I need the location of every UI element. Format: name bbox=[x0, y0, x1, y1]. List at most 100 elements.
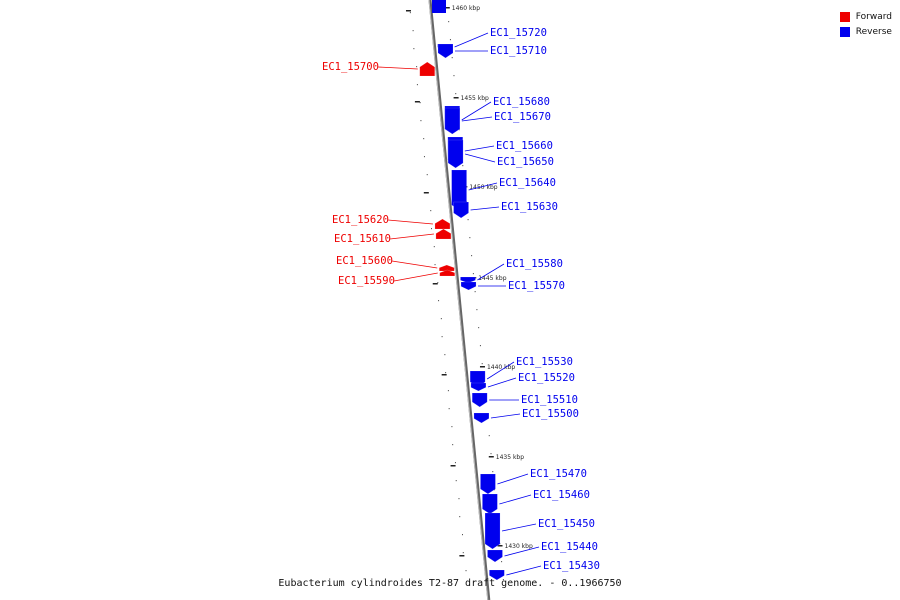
gene-leader-line bbox=[468, 182, 498, 191]
gene-label[interactable]: EC1_15590 bbox=[338, 275, 395, 287]
gene-EC1_15650[interactable]: EC1_15650 bbox=[447, 139, 554, 169]
guide-dot bbox=[455, 480, 457, 482]
gene-EC1_15640[interactable]: EC1_15640 bbox=[451, 169, 556, 211]
gene-arrow[interactable] bbox=[470, 383, 486, 391]
gene-label[interactable]: EC1_15720 bbox=[490, 27, 547, 39]
gene-EC1_15610[interactable]: EC1_15610 bbox=[334, 228, 452, 245]
gene-EC1_15590[interactable]: EC1_15590 bbox=[338, 269, 456, 287]
gene-label[interactable]: EC1_15700 bbox=[322, 61, 379, 73]
gene-arrow-edge bbox=[438, 264, 455, 272]
gene-EC1_15520[interactable]: EC1_15520 bbox=[470, 372, 575, 392]
strand-legend: Forward Reverse bbox=[839, 9, 892, 39]
gene-label[interactable]: EC1_15620 bbox=[332, 214, 389, 226]
gene-label[interactable]: EC1_15580 bbox=[506, 258, 563, 270]
guide-dot bbox=[465, 570, 467, 572]
gene-label[interactable]: EC1_15500 bbox=[522, 408, 579, 420]
gene-EC1_15670[interactable]: EC1_15670 bbox=[444, 107, 551, 135]
gene-arrow[interactable] bbox=[435, 229, 451, 239]
gene-EC1_15440[interactable]: EC1_15440 bbox=[487, 541, 598, 563]
gene-EC1_15600[interactable]: EC1_15600 bbox=[336, 255, 455, 272]
gene-features: EC1_15720 EC1_15710 EC1_15700 EC1_15680 EC1_… bbox=[322, 27, 600, 581]
guide-dot bbox=[492, 471, 494, 473]
gene-arrow[interactable] bbox=[480, 474, 496, 494]
gene-label[interactable]: EC1_15670 bbox=[494, 111, 551, 123]
gene-label[interactable]: EC1_15450 bbox=[538, 518, 595, 530]
gene-arrow[interactable] bbox=[472, 393, 488, 407]
kbp-tick bbox=[488, 456, 494, 458]
guide-dot bbox=[423, 156, 425, 158]
gene-leader-line bbox=[477, 263, 505, 281]
gene-label[interactable]: EC1_15710 bbox=[490, 45, 547, 57]
gene-label[interactable]: EC1_15440 bbox=[541, 541, 598, 553]
guide-dot bbox=[461, 534, 463, 536]
gene-EC1_15570[interactable]: EC1_15570 bbox=[460, 280, 565, 292]
gene-EC1_15630[interactable]: EC1_15630 bbox=[453, 201, 558, 219]
gene-leader-line bbox=[387, 219, 433, 225]
gene-arrow[interactable] bbox=[444, 108, 460, 134]
gene-arrow-edge bbox=[447, 139, 464, 169]
guide-dot bbox=[416, 84, 418, 86]
guide-dot bbox=[455, 93, 457, 95]
gene-EC1_15510[interactable]: EC1_15510 bbox=[471, 392, 578, 408]
gene-label[interactable]: EC1_15650 bbox=[497, 156, 554, 168]
kbp-label: 1430 kbp bbox=[505, 543, 533, 550]
gene-arrow[interactable] bbox=[439, 265, 455, 271]
gene-label[interactable]: EC1_15660 bbox=[496, 140, 553, 152]
gene-arrow[interactable] bbox=[439, 270, 455, 276]
gene-EC1_15620[interactable]: EC1_15620 bbox=[332, 214, 451, 230]
gene-label[interactable]: EC1_15520 bbox=[518, 372, 575, 384]
gene-label[interactable]: EC1_15640 bbox=[499, 177, 556, 189]
gene-arrow[interactable] bbox=[437, 44, 453, 58]
guide-dot bbox=[412, 30, 414, 32]
guide-dot bbox=[433, 246, 435, 248]
gene-arrow[interactable] bbox=[489, 570, 505, 580]
guide-dot bbox=[458, 498, 460, 500]
legend-label-forward: Forward bbox=[855, 11, 892, 22]
gene-label[interactable]: EC1_15610 bbox=[334, 233, 391, 245]
gene-EC1_15580[interactable]: EC1_15580 bbox=[460, 258, 563, 284]
gene-arrow[interactable] bbox=[487, 550, 503, 562]
gene-EC1_15460[interactable]: EC1_15460 bbox=[482, 489, 590, 515]
gene-arrow[interactable] bbox=[461, 282, 477, 290]
gene-label[interactable]: EC1_15680 bbox=[493, 96, 550, 108]
gene-EC1_15450[interactable]: EC1_15450 bbox=[484, 512, 595, 550]
gene-label[interactable]: EC1_15430 bbox=[543, 560, 600, 572]
reverse-swatch bbox=[839, 26, 850, 37]
gene-leader-line bbox=[501, 523, 537, 532]
gene-label[interactable]: EC1_15510 bbox=[521, 394, 578, 406]
gene-arrow-edge bbox=[482, 493, 498, 515]
guide-dot bbox=[413, 48, 415, 50]
gene-leader-line bbox=[464, 145, 495, 152]
gene-label[interactable]: EC1_15600 bbox=[336, 255, 393, 267]
gene-arrow[interactable] bbox=[434, 219, 450, 229]
guide-dot bbox=[490, 453, 492, 455]
guide-dot bbox=[431, 228, 433, 230]
gene-EC1_15700[interactable]: EC1_15700 bbox=[322, 61, 436, 77]
gene-EC1_15710[interactable]: EC1_15710 bbox=[437, 43, 547, 59]
gene-arrow[interactable] bbox=[453, 202, 469, 218]
gene-arrow[interactable] bbox=[482, 494, 498, 514]
kbp-label: 1455 kbp bbox=[461, 95, 489, 102]
guide-dot bbox=[420, 120, 422, 122]
guide-dot bbox=[440, 318, 442, 320]
gene-arrow-edge bbox=[489, 569, 505, 581]
gene-EC1_15430[interactable]: EC1_15430 bbox=[489, 560, 600, 581]
gene-EC1_15500[interactable]: EC1_15500 bbox=[473, 408, 579, 424]
gene-label[interactable]: EC1_15570 bbox=[508, 280, 565, 292]
minor-tick bbox=[405, 10, 411, 12]
gene-arrow[interactable] bbox=[419, 62, 435, 76]
gene-label[interactable]: EC1_15530 bbox=[516, 356, 573, 368]
gene-arrow[interactable] bbox=[473, 413, 489, 423]
gene-label[interactable]: EC1_15470 bbox=[530, 468, 587, 480]
gene-arrow[interactable] bbox=[448, 140, 464, 168]
minor-tick bbox=[450, 465, 456, 467]
gene-block-partial bbox=[432, 0, 446, 13]
gene-label[interactable]: EC1_15630 bbox=[501, 201, 558, 213]
gene-arrow[interactable] bbox=[485, 513, 501, 549]
gene-EC1_15470[interactable]: EC1_15470 bbox=[480, 468, 587, 495]
gene-leader-line bbox=[497, 473, 529, 485]
gene-label[interactable]: EC1_15460 bbox=[533, 489, 590, 501]
gene-arrow[interactable] bbox=[451, 170, 467, 210]
gene-arrow-edge bbox=[444, 107, 461, 135]
gene-arrow[interactable] bbox=[460, 277, 476, 283]
